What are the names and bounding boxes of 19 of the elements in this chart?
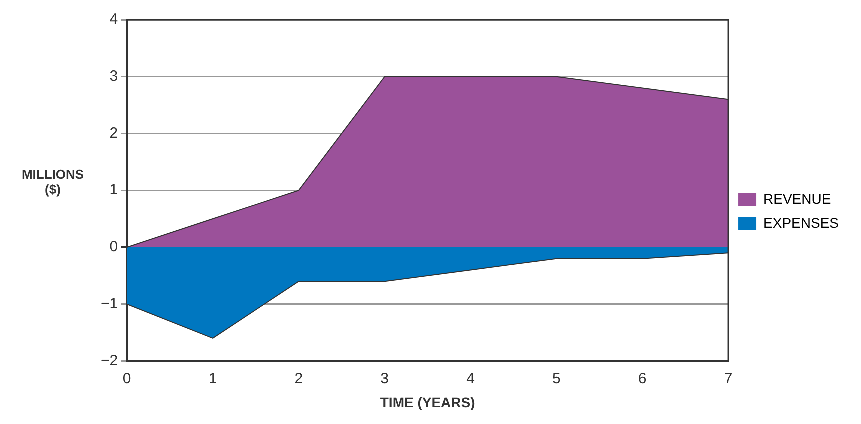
y-axis-title: MILLIONS ($) (20, 167, 86, 199)
x-tick-label: 2 (294, 370, 304, 388)
x-tick-label: 1 (208, 370, 218, 388)
y-tick-label: 0 (110, 238, 118, 256)
x-tick-label: 6 (638, 370, 647, 388)
legend-label: REVENUE (764, 190, 832, 207)
y-tick-label: 3 (110, 68, 118, 86)
x-tick-label: 7 (724, 370, 733, 388)
x-axis-title: TIME (YEARS) (380, 394, 476, 410)
y-tick-label: −2 (100, 352, 118, 370)
y-tick-label: −1 (100, 295, 118, 312)
legend-label: EXPENSES (764, 214, 840, 231)
y-tick-label: 2 (110, 124, 118, 142)
y-tick-label: 4 (110, 11, 118, 28)
x-tick-label: 0 (122, 370, 132, 388)
y-tick-label: 1 (110, 182, 118, 199)
x-tick-label: 3 (380, 370, 390, 388)
x-tick-label: 5 (552, 370, 561, 388)
x-tick-label: 4 (466, 370, 475, 388)
